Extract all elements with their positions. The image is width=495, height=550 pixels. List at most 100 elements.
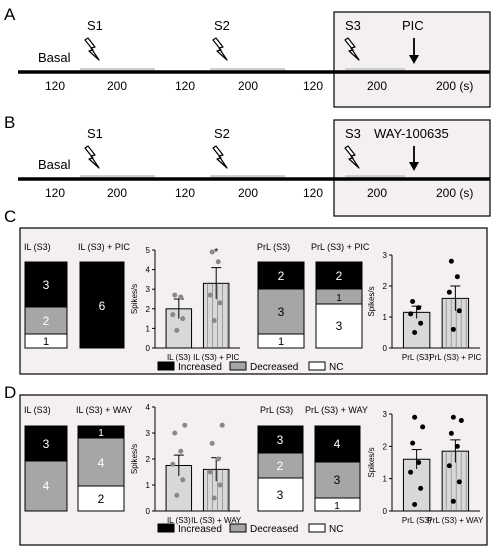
y-tick-label: 0 [146, 507, 151, 516]
stack-count: 4 [43, 479, 50, 493]
y-axis-label: Spikes/s [130, 444, 139, 474]
stack-nc [24, 333, 68, 349]
data-point [180, 477, 186, 483]
chart-d1: 0 1 2 3 4 Spikes/s IL (S3) IL (S3) + WAY [130, 403, 242, 525]
stack-count: 3 [334, 473, 341, 487]
y-tick-label: 2 [383, 442, 388, 451]
s2-label-a: S2 [214, 18, 230, 33]
stack-decreased [24, 460, 68, 512]
data-point [416, 460, 422, 465]
s3-label-a: S3 [345, 18, 361, 33]
chart-c2: 0 1 2 3 Spikes/s PrL (S3)PrL (S3) + PIC [367, 251, 482, 362]
il-pic-title: IL (S3) + PIC [78, 242, 130, 252]
legend-swatch-nc [308, 523, 326, 533]
data-point [207, 469, 213, 475]
stimulus-bolt-icon [84, 145, 100, 169]
stack-count: 3 [277, 433, 284, 447]
data-point [174, 327, 180, 333]
il-title-d: IL (S3) [24, 405, 51, 415]
stack-nc [77, 485, 125, 512]
stack-increased [314, 425, 361, 463]
data-point [408, 311, 414, 317]
duration-label: 200 [367, 79, 387, 93]
data-point [172, 430, 178, 436]
prl-pic-title: PrL (S3) + PIC [311, 242, 370, 252]
stack-count: 2 [336, 269, 343, 283]
data-point [170, 312, 176, 318]
x-tick-label: IL (S3) [167, 353, 191, 362]
data-point [215, 456, 221, 462]
stack-nc [314, 497, 361, 512]
data-point [217, 300, 223, 306]
stimulus-bolt-icon [212, 37, 228, 61]
stimulus-bolt-icon [84, 37, 100, 61]
prl-way-title: PrL (S3) + WAY [305, 405, 368, 415]
y-tick-label: 2 [146, 305, 151, 314]
data-point [448, 258, 454, 264]
data-point [454, 274, 460, 280]
data-point [446, 289, 452, 295]
s2-window [210, 175, 285, 178]
y-tick-label: 1 [146, 481, 151, 490]
stack-count: 2 [277, 459, 284, 473]
y-tick-label: 3 [383, 410, 388, 419]
panel-b-letter: B [4, 113, 15, 132]
il-title: IL (S3) [24, 242, 51, 252]
legend-swatch-increased [157, 361, 175, 371]
stack-decreased [77, 437, 125, 487]
s1-label-a: S1 [87, 18, 103, 33]
drug-label-a: PIC [402, 18, 424, 33]
basal-label-b: Basal [38, 157, 71, 172]
y-axis-label: Spikes/s [367, 286, 376, 316]
stack-count: 2 [43, 314, 50, 328]
stack-count: 3 [278, 305, 285, 319]
stack-nc [257, 477, 304, 512]
y-tick-label: 5 [146, 246, 151, 255]
data-point [408, 469, 414, 475]
duration-label: 120 [303, 186, 323, 200]
stack-count: 3 [277, 488, 284, 502]
data-point [448, 430, 454, 436]
y-axis-label: Spikes/s [130, 284, 139, 314]
x-tick-label: IL (S3) [167, 516, 191, 525]
duration-label: 200 (s) [436, 186, 473, 200]
legend-label: NC [329, 362, 343, 373]
x-tick-label: PrL (S3) + WAY [427, 516, 484, 525]
stack-count: 1 [336, 293, 342, 304]
stack-count: 4 [334, 437, 341, 451]
data-point [211, 495, 217, 501]
s2-label-b: S2 [214, 126, 230, 141]
stack-count: 1 [98, 428, 104, 439]
stack-increased [24, 261, 68, 308]
panel-b-s3-box [333, 119, 491, 217]
data-point [418, 320, 424, 326]
stack-increased [315, 261, 363, 290]
data-point [418, 485, 424, 491]
stack-count: 4 [98, 456, 105, 470]
data-point [410, 299, 416, 304]
stack-nc [315, 303, 363, 349]
x-tick-label: IL (S3) + WAY [191, 516, 242, 525]
y-tick-label: 1 [383, 313, 388, 322]
y-tick-label: 2 [146, 455, 151, 464]
data-point [217, 482, 223, 488]
data-point [416, 305, 422, 311]
significance-star: * [214, 247, 219, 259]
stack-decreased [257, 452, 304, 479]
y-tick-label: 3 [383, 251, 388, 260]
s3-window [345, 68, 405, 71]
data-point [174, 492, 180, 498]
stack-increased [257, 425, 304, 454]
stack-count: 2 [278, 269, 285, 283]
data-point [211, 318, 217, 324]
data-point [209, 440, 215, 446]
x-tick-label: PrL (S3) [402, 353, 432, 362]
data-point [182, 422, 188, 428]
stack-count: 1 [334, 501, 340, 512]
chart-c1: 0 1 2 3 4 5 Spikes/s IL (S3) IL (S3) + PIC * [130, 246, 240, 362]
prl-title-d: PrL (S3) [260, 405, 293, 415]
data-point [450, 498, 456, 504]
data-point [446, 463, 452, 469]
x-tick-label: IL (S3) + PIC [193, 353, 239, 362]
panel-a-letter: A [4, 5, 16, 24]
